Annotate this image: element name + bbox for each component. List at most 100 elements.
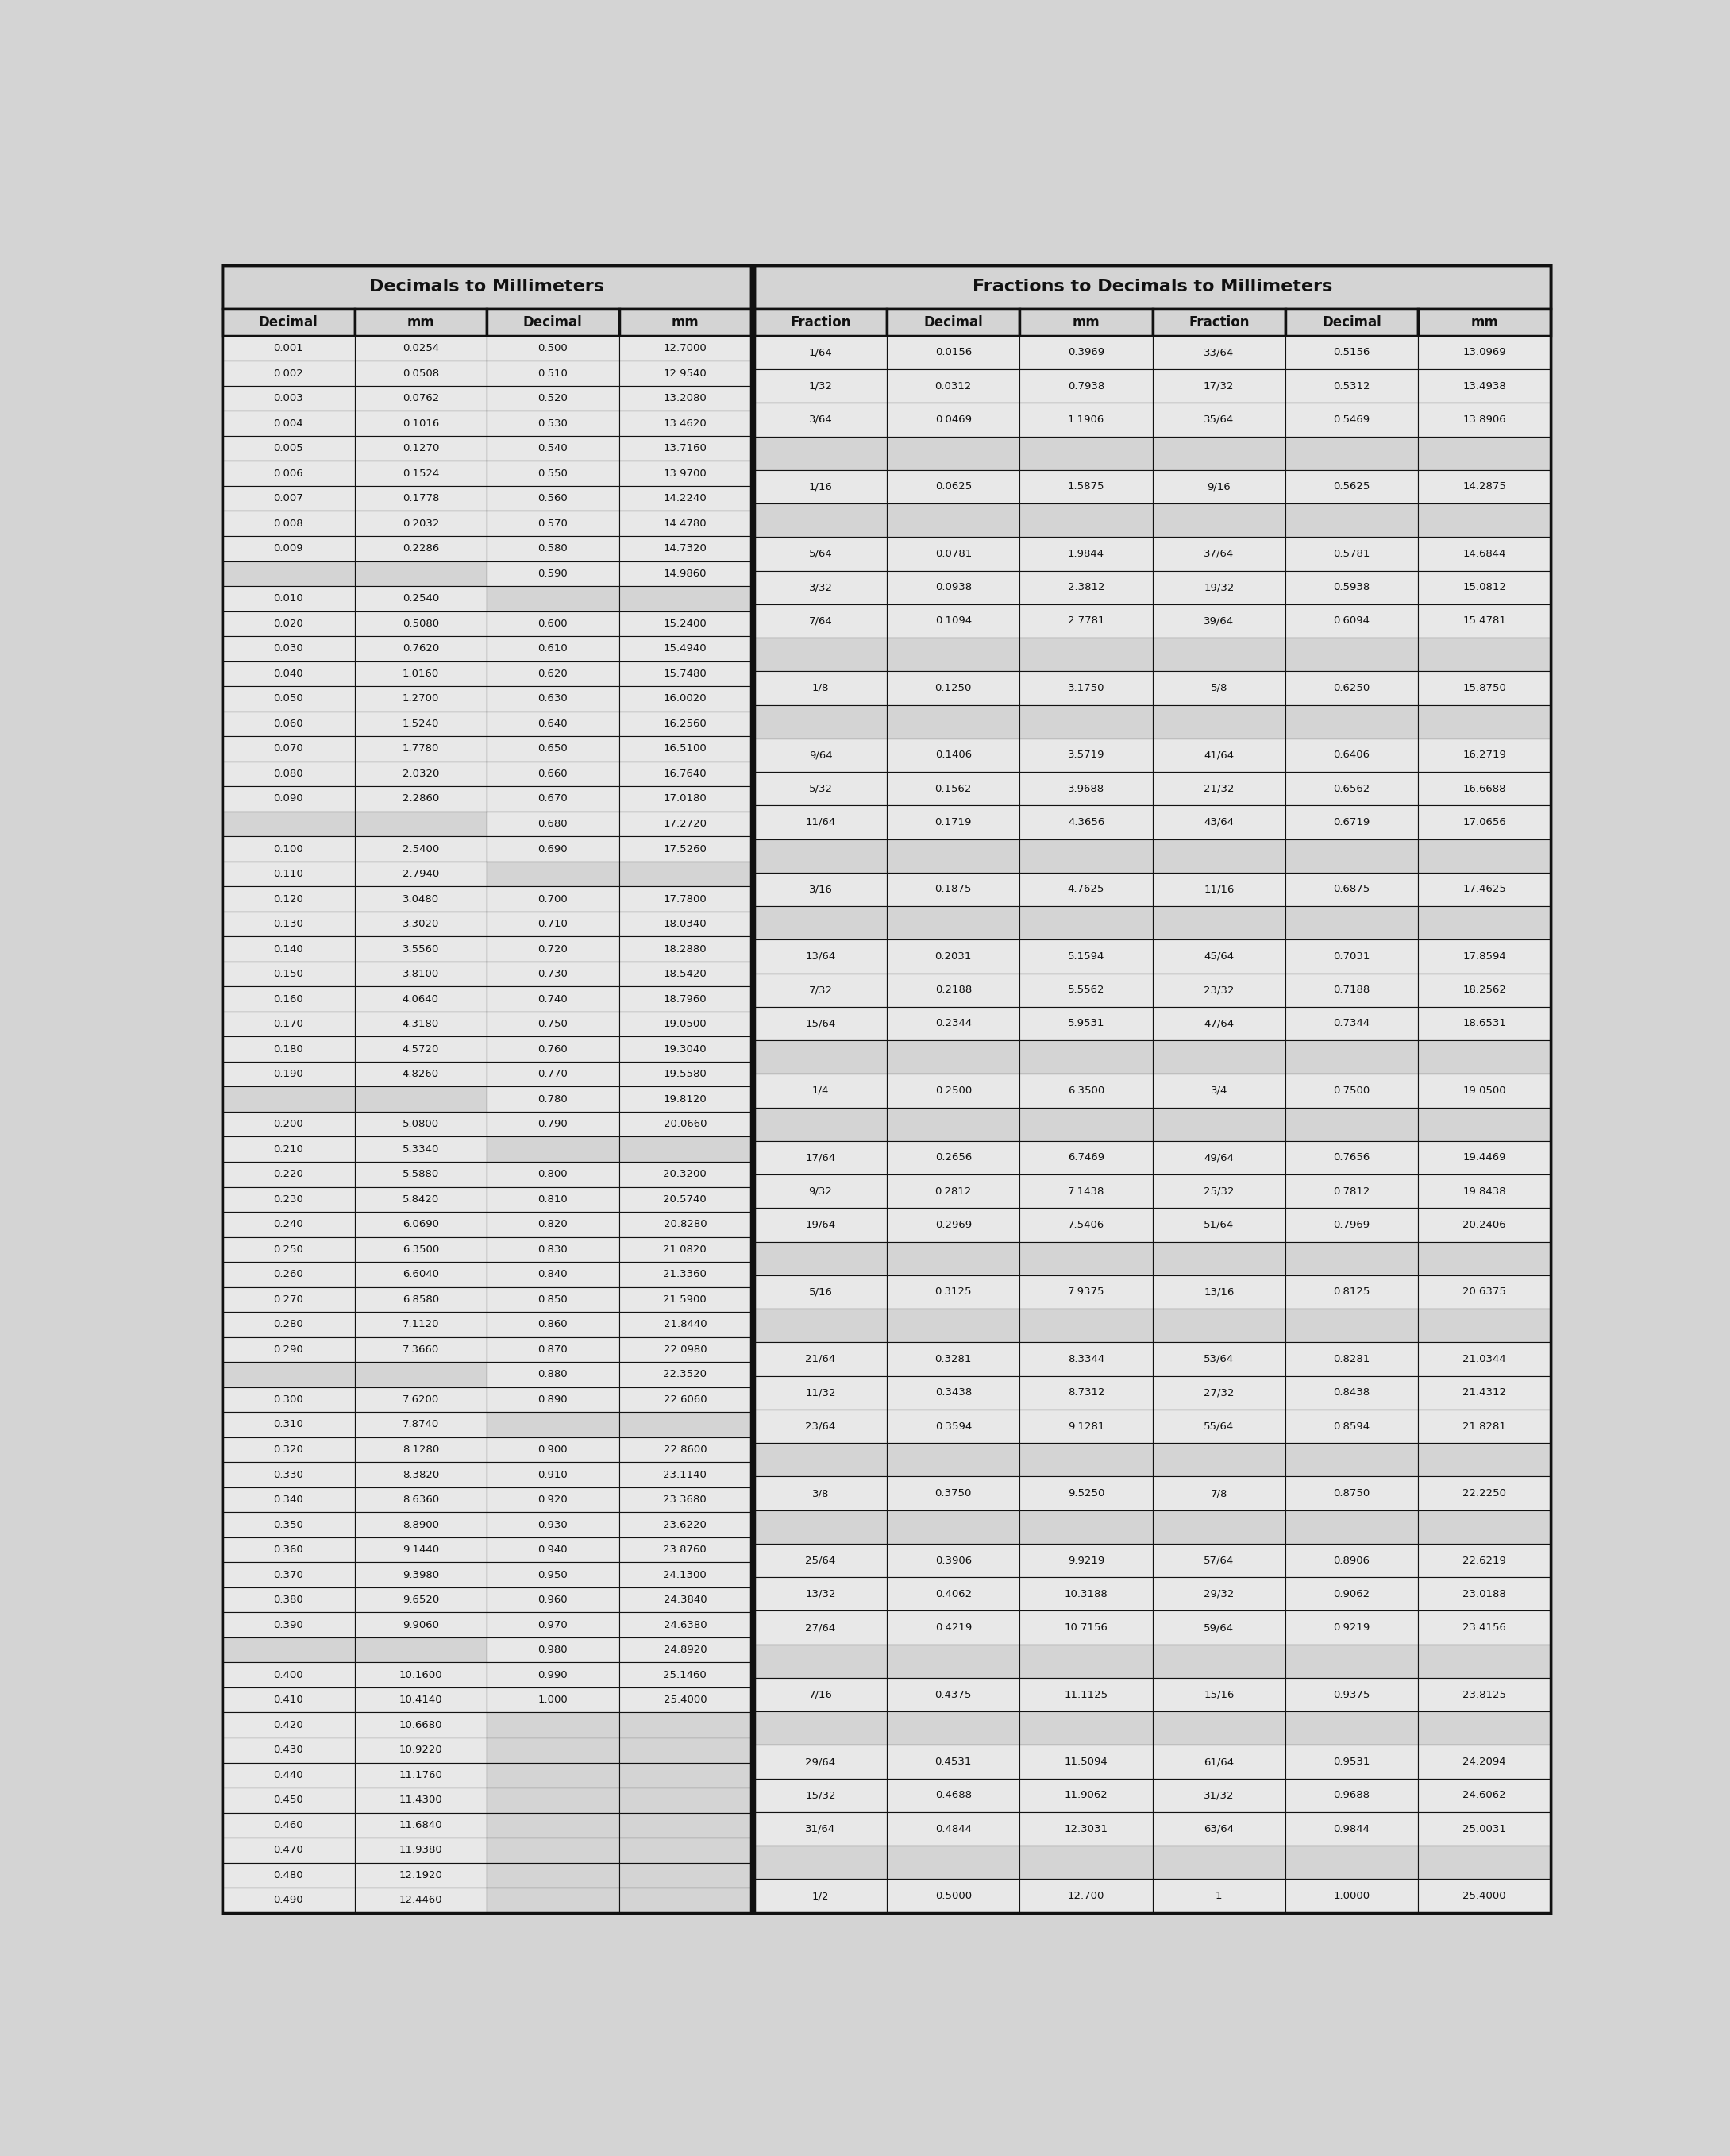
Bar [1285,1677,1419,1712]
Bar [355,1488,486,1511]
Bar [619,1212,751,1238]
Text: 2.3812: 2.3812 [1067,582,1104,593]
Text: 16.2719: 16.2719 [1462,750,1507,761]
Text: 14.2875: 14.2875 [1462,481,1507,492]
Bar [355,1613,486,1636]
Text: 25/32: 25/32 [1204,1186,1233,1197]
Text: 5/32: 5/32 [808,783,832,793]
Bar [486,862,619,886]
Text: 8.3820: 8.3820 [403,1470,439,1479]
Bar [1285,906,1419,940]
Bar [619,811,751,837]
Text: 10.7156: 10.7156 [1064,1621,1107,1632]
Bar [1019,571,1152,604]
Text: 0.810: 0.810 [538,1194,567,1205]
Bar [887,1477,1019,1509]
Bar [486,1662,619,1688]
Bar [1419,1811,1550,1846]
Bar [1419,1477,1550,1509]
Text: 7/8: 7/8 [1211,1488,1227,1498]
Bar [355,1363,486,1386]
Bar [355,1764,486,1787]
Bar [1019,1712,1152,1744]
Bar [486,1162,619,1186]
Text: 0.4062: 0.4062 [934,1589,972,1600]
Bar [486,537,619,561]
Text: 0.230: 0.230 [273,1194,303,1205]
Bar [619,1287,751,1313]
Text: 0.760: 0.760 [538,1044,567,1054]
Bar [619,787,751,811]
Bar [619,586,751,610]
Bar [223,811,355,837]
Bar [355,1212,486,1238]
Bar [1285,1376,1419,1410]
Bar [1419,671,1550,705]
Text: 11.9380: 11.9380 [400,1846,443,1856]
Bar [1419,1442,1550,1477]
Bar [887,1343,1019,1376]
Text: 0.010: 0.010 [273,593,303,604]
Bar [1019,772,1152,806]
Text: 0.2812: 0.2812 [934,1186,972,1197]
Text: 0.770: 0.770 [538,1069,567,1080]
Bar [223,1087,355,1112]
Text: 15/32: 15/32 [804,1789,836,1800]
Bar [1419,1242,1550,1274]
Text: 20.3200: 20.3200 [663,1169,708,1179]
Bar [1419,308,1550,336]
Text: 1/64: 1/64 [810,347,832,358]
Text: 0.2032: 0.2032 [403,517,439,528]
Bar [887,436,1019,470]
Bar [486,1061,619,1087]
Bar [1285,1744,1419,1779]
Text: 0.5156: 0.5156 [1334,347,1370,358]
Text: 0.120: 0.120 [273,895,303,903]
Bar [1152,772,1285,806]
Bar [355,1061,486,1087]
Bar [1019,1309,1152,1343]
Bar [1019,1007,1152,1041]
Bar [754,839,887,873]
Bar [619,485,751,511]
Bar [887,737,1019,772]
Text: 3.5560: 3.5560 [403,944,439,955]
Bar [1419,772,1550,806]
Bar [754,505,887,537]
Text: 0.380: 0.380 [273,1595,303,1604]
Text: 11/64: 11/64 [806,817,836,828]
Text: 1.2700: 1.2700 [403,694,439,703]
Bar [223,1037,355,1061]
Bar [887,1376,1019,1410]
Text: 2.7781: 2.7781 [1067,617,1104,625]
Text: 0.7188: 0.7188 [1334,985,1370,996]
Bar [887,1141,1019,1175]
Text: mm: mm [407,315,434,330]
Text: 0.4219: 0.4219 [934,1621,972,1632]
Text: 31/32: 31/32 [1204,1789,1233,1800]
Text: 0.7031: 0.7031 [1334,951,1370,962]
Text: 22.6060: 22.6060 [663,1395,708,1406]
Bar [223,610,355,636]
Text: 0.006: 0.006 [273,468,303,479]
Bar [619,1061,751,1087]
Bar [754,1108,887,1141]
Bar [1019,1376,1152,1410]
Bar [1419,571,1550,604]
Text: 25.4000: 25.4000 [1464,1891,1507,1902]
Text: 10.4140: 10.4140 [400,1695,443,1705]
Text: 0.5000: 0.5000 [934,1891,972,1902]
Bar [1152,1477,1285,1509]
Text: 0.830: 0.830 [538,1244,567,1255]
Bar [486,1537,619,1563]
Bar [1019,1677,1152,1712]
Text: 0.790: 0.790 [538,1119,567,1130]
Text: 7.6200: 7.6200 [403,1395,439,1406]
Text: 0.070: 0.070 [273,744,303,755]
Bar [619,1537,751,1563]
Bar [223,1738,355,1764]
Text: 0.060: 0.060 [273,718,303,729]
Bar [619,1587,751,1613]
Text: 0.480: 0.480 [273,1869,303,1880]
Bar [1152,1712,1285,1744]
